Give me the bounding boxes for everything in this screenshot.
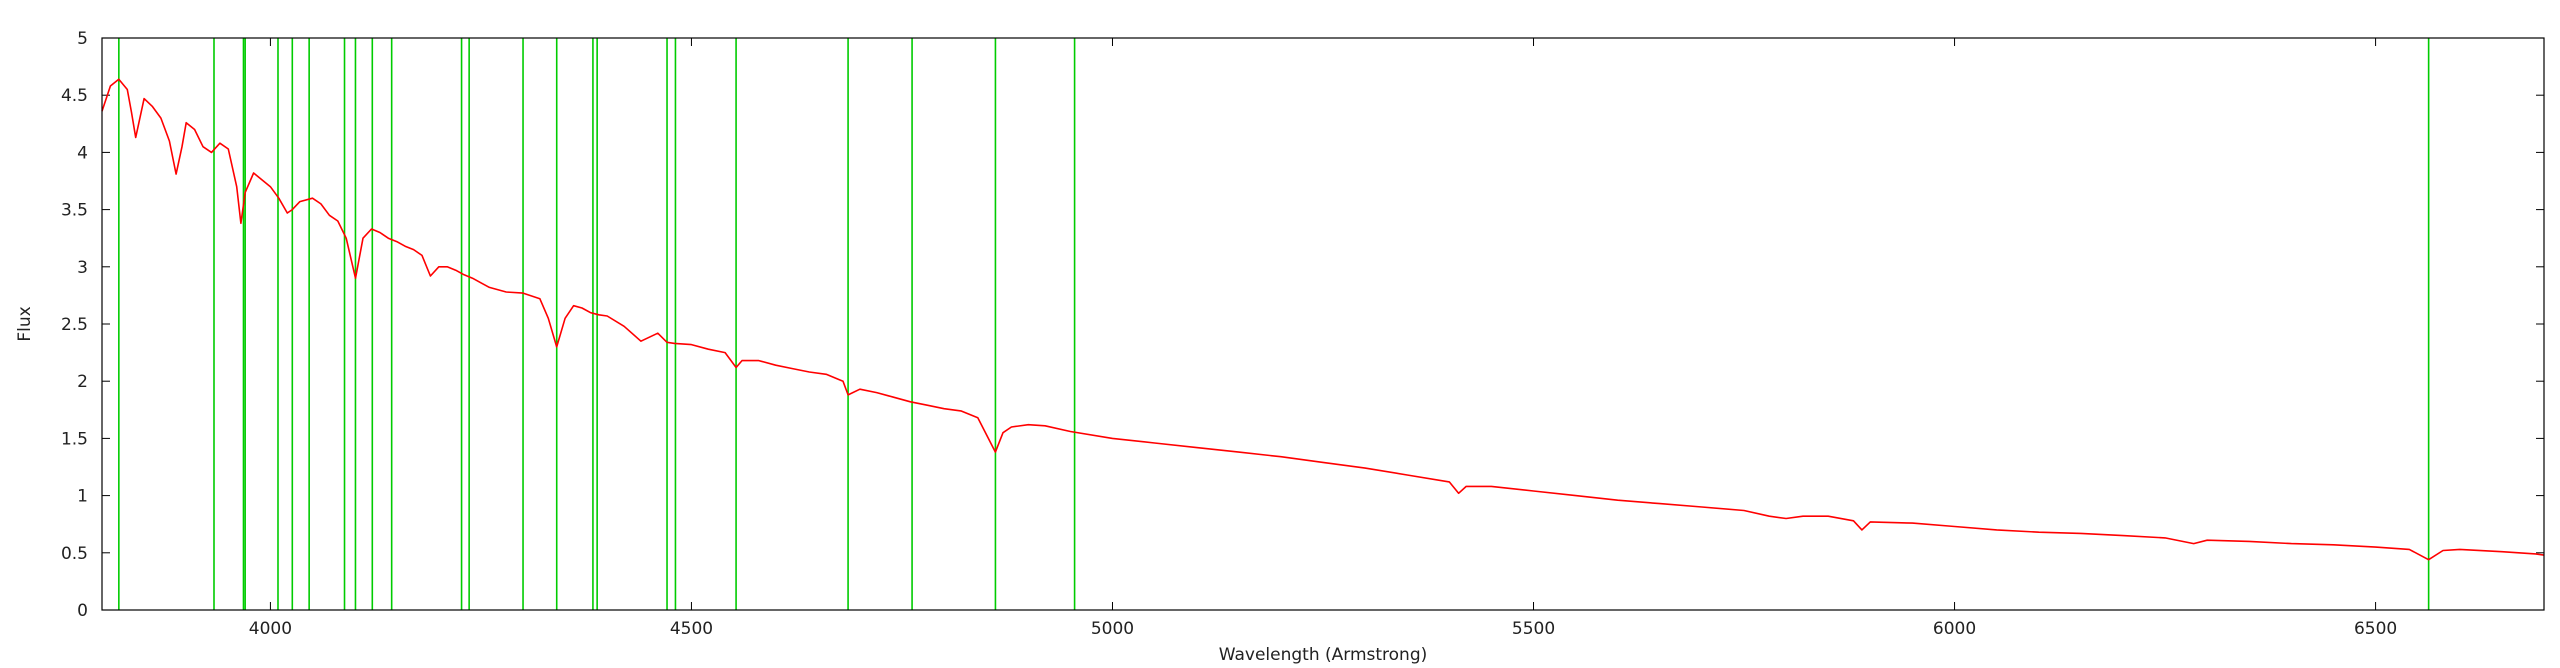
- x-tick-labels: 4000 4500 5000 5500 6000 6500: [249, 619, 2397, 639]
- y-tick-label: 0.5: [61, 544, 88, 564]
- y-axis-label: Flux: [15, 306, 35, 341]
- y-tick-label: 2: [77, 372, 88, 392]
- plot-frame: [101, 37, 2545, 611]
- x-axis-label: Wavelength (Armstrong): [1219, 645, 1428, 665]
- y-tick-label: 1: [77, 487, 88, 507]
- y-tick-label: 4: [77, 143, 88, 163]
- y-tick-labels: 0 0.5 1 1.5 2 2.5 3 3.5 4 4.5 5: [61, 29, 88, 621]
- y-tick-label: 3.5: [61, 201, 88, 221]
- flux-series: [101, 78, 2545, 561]
- x-tick-label: 4000: [249, 619, 292, 639]
- x-tick-label: 5500: [1512, 619, 1555, 639]
- y-tick-label: 3: [77, 258, 88, 278]
- x-tick-label: 6500: [2354, 619, 2397, 639]
- x-tick-label: 5000: [1091, 619, 1134, 639]
- y-tick-label: 1.5: [61, 429, 88, 449]
- spectral-line-markers: [118, 38, 2430, 610]
- x-tick-label: 4500: [670, 619, 713, 639]
- x-tick-label: 6000: [1933, 619, 1976, 639]
- flux-line: [101, 78, 2545, 561]
- y-tick-label: 5: [77, 29, 88, 49]
- y-tick-label: 2.5: [61, 315, 88, 335]
- y-tick-label: 0: [77, 601, 88, 621]
- y-tick-label: 4.5: [61, 86, 88, 106]
- axis-ticks: [102, 37, 2544, 611]
